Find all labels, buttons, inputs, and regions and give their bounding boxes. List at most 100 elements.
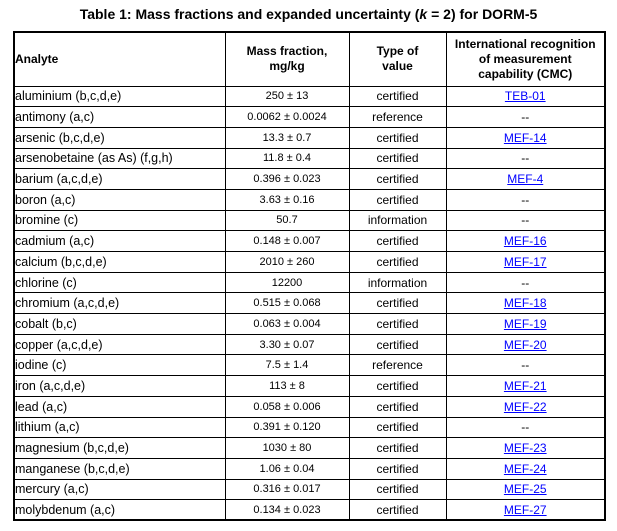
type-of-value-cell: reference — [348, 354, 447, 377]
table-row: boron (a,c) 3.63 ± 0.16 certified -- — [13, 188, 606, 211]
type-of-value-cell: certified — [348, 333, 447, 356]
cmc-link[interactable]: MEF-4 — [507, 172, 544, 187]
type-of-value-cell: reference — [348, 106, 447, 128]
cmc-link[interactable]: MEF-25 — [503, 482, 547, 497]
type-of-value-cell: certified — [348, 437, 447, 459]
mass-fraction-cell: 50.7 — [224, 209, 350, 232]
cmc-link[interactable]: MEF-14 — [503, 130, 547, 145]
cmc-cell: -- — [445, 416, 606, 439]
type-of-value-cell: certified — [348, 147, 447, 170]
table-body: aluminium (b,c,d,e) 250 ± 13 certified TEB-… — [13, 85, 606, 521]
cmc-cell: MEF-19 — [445, 313, 606, 335]
mass-fraction-cell: 11.8 ± 0.4 — [224, 147, 350, 170]
table-row: iodine (c) 7.5 ± 1.4 reference -- — [13, 354, 606, 377]
table-row: cadmium (a,c) 0.148 ± 0.007 certified MEF-1… — [13, 230, 606, 252]
cmc-none: -- — [521, 110, 530, 125]
cmc-link[interactable]: TEB-01 — [504, 89, 546, 104]
table-row: arsenobetaine (as As) (f,g,h) 11.8 ± 0.4 c… — [13, 147, 606, 170]
mass-fraction-cell: 0.0062 ± 0.0024 — [224, 106, 350, 128]
table-row: calcium (b,c,d,e) 2010 ± 260 certified MEF-… — [13, 251, 606, 273]
cmc-link[interactable]: MEF-20 — [503, 337, 547, 352]
cmc-link[interactable]: MEF-22 — [503, 399, 547, 414]
analyte-cell: manganese (b,c,d,e) — [13, 457, 226, 480]
type-of-value-cell: certified — [348, 230, 447, 252]
table-row: mercury (a,c) 0.316 ± 0.017 certified MEF-2… — [13, 478, 606, 501]
table-row: cobalt (b,c) 0.063 ± 0.004 certified MEF-19 — [13, 313, 606, 335]
analyte-cell: molybdenum (a,c) — [13, 499, 226, 521]
table-row: lithium (a,c) 0.391 ± 0.120 certified -- — [13, 416, 606, 439]
analyte-cell: cobalt (b,c) — [13, 313, 226, 335]
header-mass-fraction: Mass fraction, mg/kg — [224, 31, 350, 87]
mass-fraction-cell: 0.058 ± 0.006 — [224, 395, 350, 418]
cmc-none: -- — [521, 151, 530, 166]
table-title-text-2: = 2) for DORM-5 — [427, 6, 538, 22]
header-analyte: Analyte — [13, 31, 226, 87]
table-row: copper (a,c,d,e) 3.30 ± 0.07 certified MEF-… — [13, 333, 606, 356]
analyte-cell: antimony (a,c) — [13, 106, 226, 128]
analyte-cell: calcium (b,c,d,e) — [13, 251, 226, 273]
mass-fraction-cell: 0.134 ± 0.023 — [224, 499, 350, 521]
type-of-value-cell: certified — [348, 457, 447, 480]
cmc-cell: MEF-4 — [445, 168, 606, 190]
mass-fraction-cell: 250 ± 13 — [224, 85, 350, 108]
table-row: manganese (b,c,d,e) 1.06 ± 0.04 certified M… — [13, 457, 606, 480]
cmc-link[interactable]: MEF-17 — [503, 254, 547, 269]
analyte-cell: copper (a,c,d,e) — [13, 333, 226, 356]
cmc-link[interactable]: MEF-18 — [503, 296, 547, 311]
type-of-value-cell: certified — [348, 375, 447, 397]
mass-fraction-cell: 7.5 ± 1.4 — [224, 354, 350, 377]
mass-fraction-cell: 2010 ± 260 — [224, 251, 350, 273]
cmc-cell: -- — [445, 188, 606, 211]
table-title-k-symbol: k — [419, 6, 428, 22]
type-of-value-cell: certified — [348, 168, 447, 190]
table-row: barium (a,c,d,e) 0.396 ± 0.023 certified ME… — [13, 168, 606, 190]
table-row: lead (a,c) 0.058 ± 0.006 certified MEF-22 — [13, 395, 606, 418]
cmc-cell: MEF-25 — [445, 478, 606, 501]
type-of-value-cell: certified — [348, 188, 447, 211]
type-of-value-cell: certified — [348, 251, 447, 273]
header-type-of-value: Type of value — [348, 31, 447, 87]
mass-fraction-cell: 1030 ± 80 — [224, 437, 350, 459]
header-cmc: International recognition of measurement… — [445, 31, 606, 87]
cmc-cell: MEF-18 — [445, 292, 606, 315]
cmc-link[interactable]: MEF-23 — [503, 441, 547, 456]
type-of-value-cell: certified — [348, 478, 447, 501]
cmc-link[interactable]: MEF-16 — [503, 234, 547, 249]
table-header-row: Analyte Mass fraction, mg/kg Type of val… — [13, 31, 606, 87]
analyte-cell: iron (a,c,d,e) — [13, 375, 226, 397]
analyte-cell: arsenic (b,c,d,e) — [13, 126, 226, 149]
type-of-value-cell: information — [348, 209, 447, 232]
type-of-value-cell: certified — [348, 126, 447, 149]
cmc-cell: MEF-22 — [445, 395, 606, 418]
cmc-link[interactable]: MEF-24 — [503, 461, 547, 476]
mass-fractions-table: Analyte Mass fraction, mg/kg Type of val… — [13, 31, 606, 522]
table-title-text-1: Table 1: Mass fractions and expanded unc… — [79, 6, 420, 22]
mass-fraction-cell: 1.06 ± 0.04 — [224, 457, 350, 480]
cmc-none: -- — [521, 213, 530, 228]
analyte-cell: chlorine (c) — [13, 271, 226, 294]
cmc-cell: -- — [445, 147, 606, 170]
mass-fraction-cell: 3.30 ± 0.07 — [224, 333, 350, 356]
cmc-cell: -- — [445, 271, 606, 294]
analyte-cell: cadmium (a,c) — [13, 230, 226, 252]
cmc-cell: -- — [445, 209, 606, 232]
cmc-none: -- — [521, 192, 530, 207]
type-of-value-cell: certified — [348, 395, 447, 418]
mass-fraction-cell: 0.063 ± 0.004 — [224, 313, 350, 335]
cmc-cell: MEF-17 — [445, 251, 606, 273]
type-of-value-cell: certified — [348, 416, 447, 439]
type-of-value-cell: information — [348, 271, 447, 294]
mass-fraction-cell: 113 ± 8 — [224, 375, 350, 397]
cmc-link[interactable]: MEF-19 — [503, 316, 547, 331]
cmc-link[interactable]: MEF-21 — [503, 378, 547, 393]
cmc-none: -- — [521, 420, 530, 435]
table-row: molybdenum (a,c) 0.134 ± 0.023 certified ME… — [13, 499, 606, 521]
cmc-cell: MEF-20 — [445, 333, 606, 356]
cmc-cell: MEF-16 — [445, 230, 606, 252]
cmc-cell: -- — [445, 106, 606, 128]
cmc-link[interactable]: MEF-27 — [503, 502, 547, 517]
mass-fraction-cell: 0.148 ± 0.007 — [224, 230, 350, 252]
cmc-none: -- — [521, 358, 530, 373]
mass-fraction-cell: 0.396 ± 0.023 — [224, 168, 350, 190]
